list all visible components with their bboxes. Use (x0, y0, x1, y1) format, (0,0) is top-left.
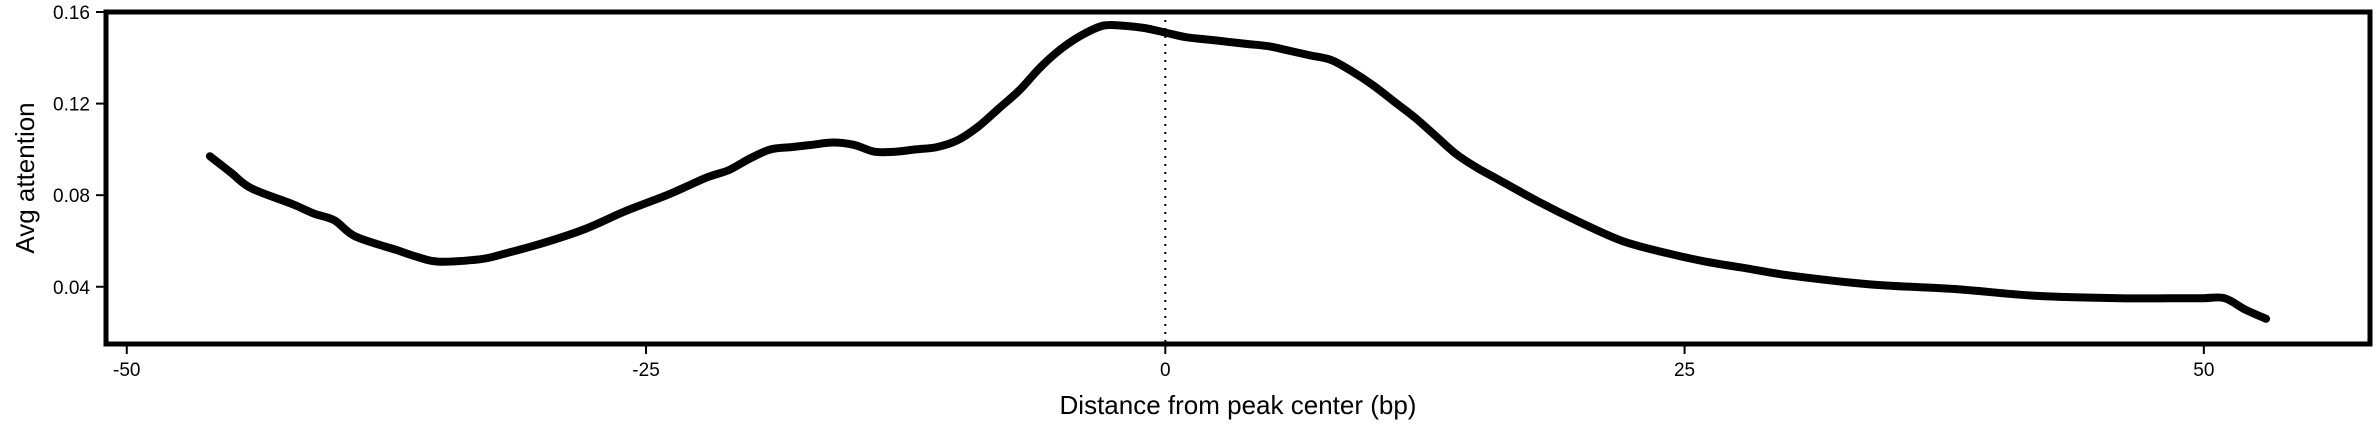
y-tick-label: 0.12 (53, 95, 90, 116)
x-tick-label: 25 (1674, 360, 1695, 381)
series-line (205, 20, 2271, 323)
y-tick-label: 0.04 (53, 278, 90, 299)
y-axis-label: Avg attention (10, 102, 40, 253)
x-axis-label: Distance from peak center (bp) (1060, 390, 1417, 420)
y-tick-label: 0.08 (53, 186, 90, 207)
x-tick-label: 50 (2193, 360, 2214, 381)
x-tick-label: -50 (113, 360, 140, 381)
plot-frame (103, 9, 2373, 347)
x-tick-label: -25 (632, 360, 659, 381)
y-tick-label: 0.16 (53, 3, 90, 24)
y-axis-ticks: 0.04 0.08 0.12 0.16 (53, 3, 106, 299)
x-tick-label: 0 (1160, 360, 1171, 381)
x-axis-ticks: -50 -25 0 25 50 (113, 344, 2214, 381)
